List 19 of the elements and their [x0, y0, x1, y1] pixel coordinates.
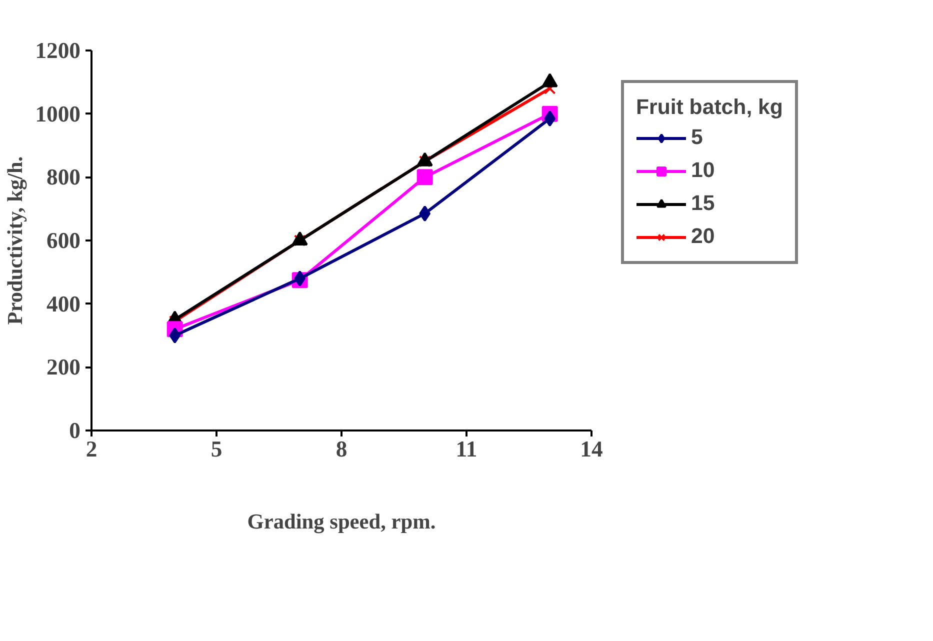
x-tick-label: 5: [210, 436, 222, 462]
legend-label: 5: [691, 125, 704, 150]
x-tick-label: 11: [456, 436, 478, 462]
y-axis-title: Productivity, kg/h.: [3, 156, 28, 325]
y-tick-label: 200: [46, 354, 80, 380]
y-tick-label: 600: [46, 228, 80, 253]
x-axis-title: Grading speed, rpm.: [247, 510, 436, 534]
y-tick-label: 0: [69, 418, 80, 443]
legend-label: 20: [691, 224, 715, 249]
legend-label: 10: [691, 158, 715, 183]
x-tick-label: 14: [580, 436, 603, 462]
x-tick-label: 8: [336, 436, 348, 462]
legend-label: 15: [691, 191, 715, 216]
x-tick-label: 2: [86, 436, 98, 462]
y-tick-label: 800: [46, 164, 80, 190]
y-tick-label: 400: [46, 291, 80, 316]
y-tick-label: 1000: [35, 101, 80, 126]
y-tick-label: 1200: [35, 38, 80, 63]
legend-title: Fruit batch, kg: [636, 95, 783, 120]
